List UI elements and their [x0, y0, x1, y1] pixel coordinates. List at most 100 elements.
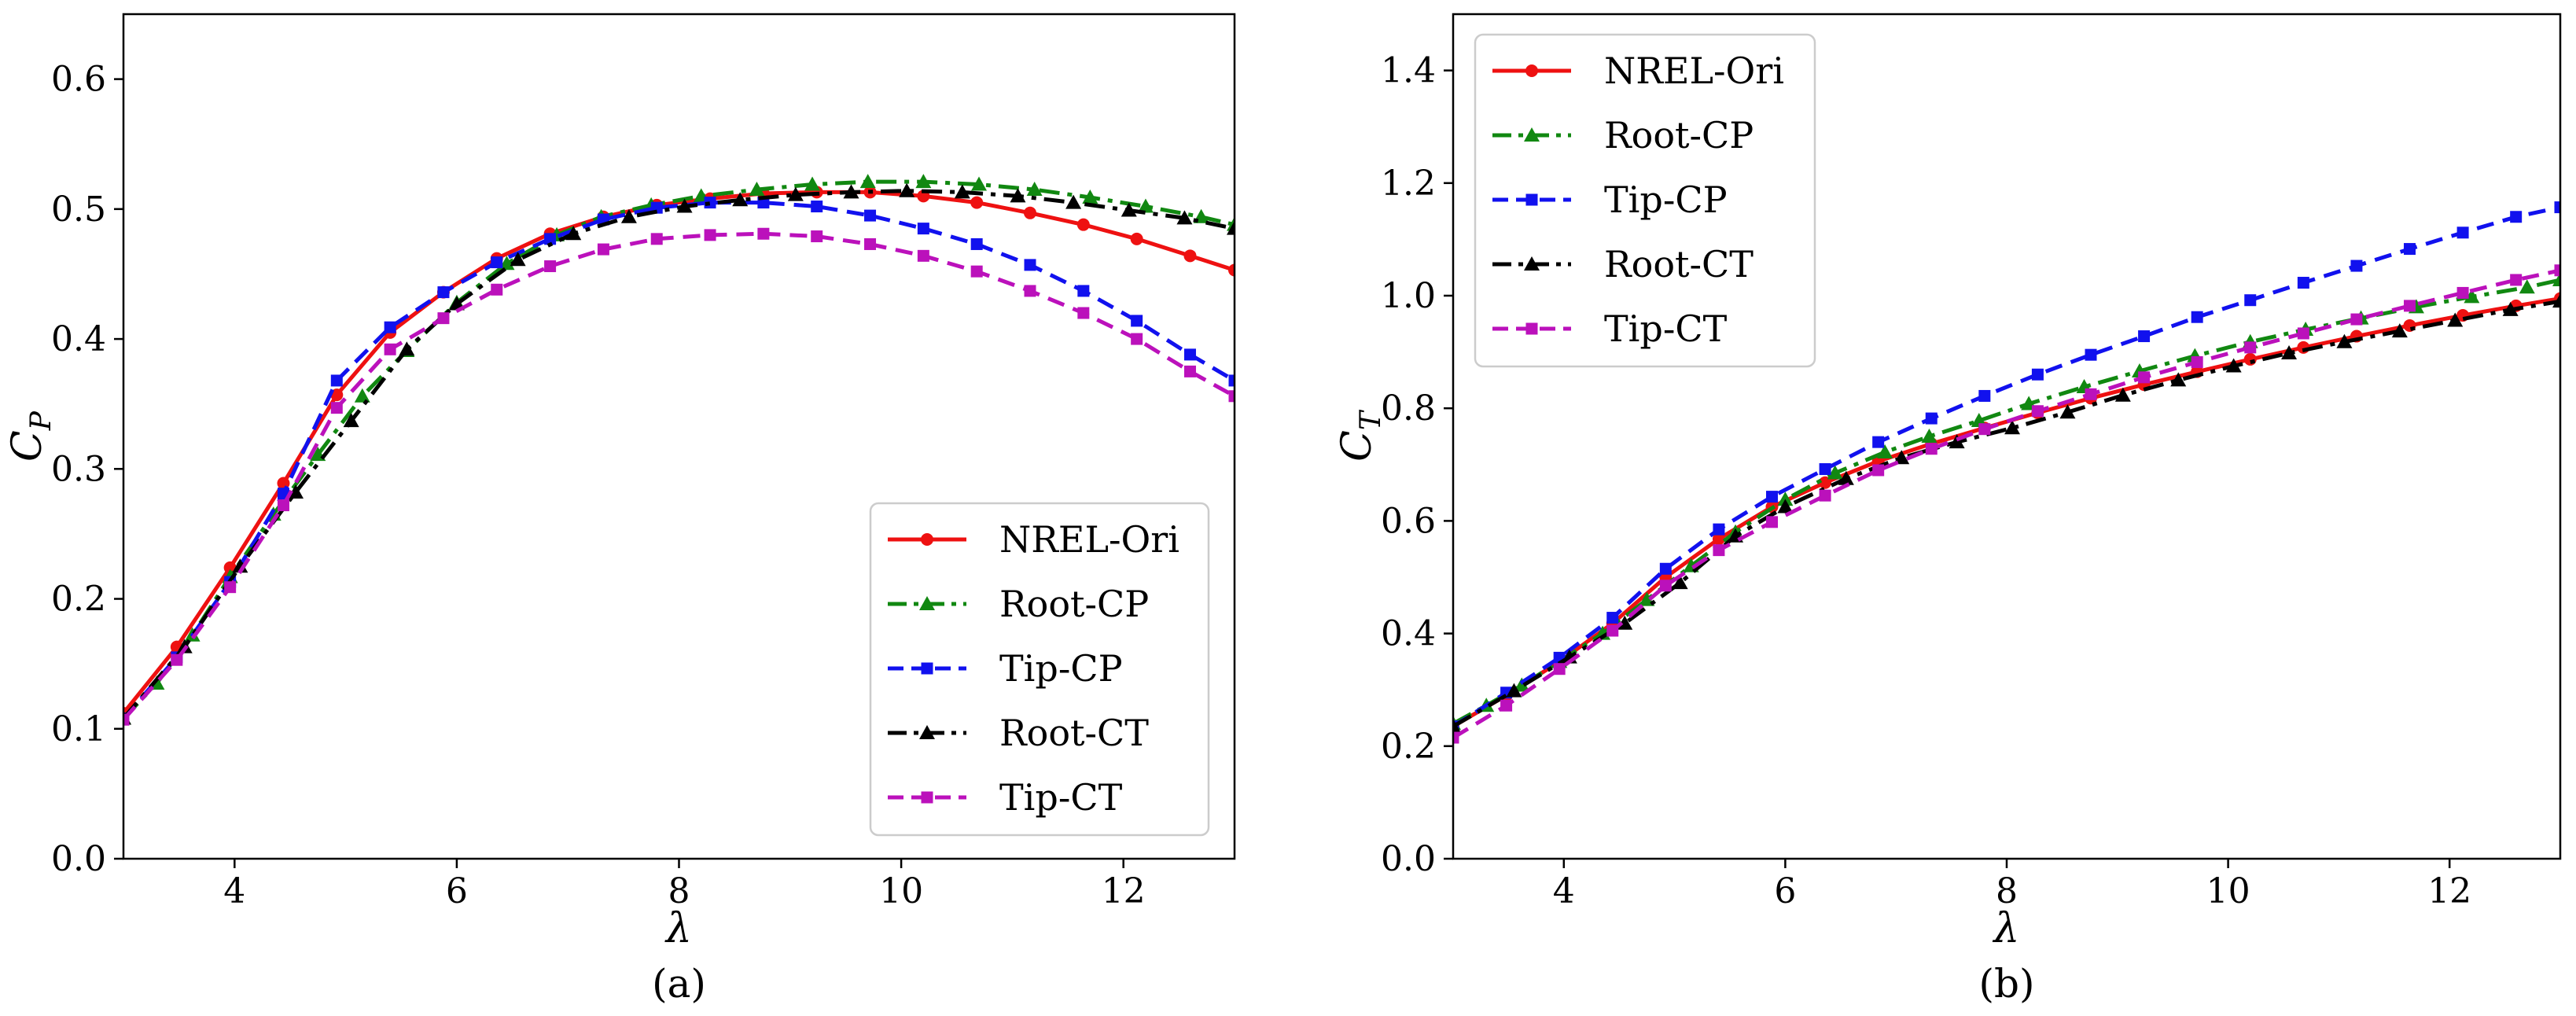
data-point-nrel-ori: [223, 561, 237, 574]
legend-marker-tip-ct: [1525, 322, 1538, 335]
data-point-tip-ct: [1024, 285, 1036, 297]
data-point-tip-ct: [1766, 516, 1779, 528]
data-point-tip-ct: [1713, 544, 1725, 557]
data-point-root-cp: [804, 176, 821, 191]
x-tick-label: 8: [1996, 871, 2018, 911]
legend-label-nrel-ori: NREL-Ori: [999, 518, 1179, 561]
legend-marker-root-cp: [919, 596, 935, 610]
data-point-nrel-ori: [1712, 532, 1725, 546]
data-point-tip-ct: [917, 249, 929, 262]
data-point-root-ct: [732, 192, 749, 207]
series-group: [123, 174, 1235, 726]
data-point-tip-ct: [384, 343, 396, 355]
data-point-root-ct: [448, 296, 465, 311]
series-line-tip-ct: [123, 231, 1235, 721]
series-line-tip-cp: [123, 201, 1235, 720]
y-tick-label: 0.3: [51, 449, 106, 489]
data-point-tip-ct: [544, 260, 557, 273]
data-point-tip-ct: [1228, 390, 1235, 403]
data-point-root-ct: [1065, 194, 1082, 209]
data-point-tip-cp: [1925, 412, 1938, 425]
data-point-root-ct: [1672, 575, 1688, 590]
data-point-root-ct: [565, 226, 582, 241]
data-point-tip-ct: [1606, 624, 1619, 637]
data-point-tip-ct: [650, 233, 663, 245]
y-tick-label: 0.0: [1381, 839, 1436, 879]
legend-label-tip-ct: Tip-CT: [1604, 307, 1728, 350]
y-axis-label-main: C: [1334, 430, 1381, 462]
data-point-tip-ct: [491, 283, 503, 296]
legend-label-root-ct: Root-CT: [1604, 243, 1754, 285]
data-point-tip-cp: [1077, 285, 1090, 297]
data-point-root-ct: [2447, 312, 2464, 327]
panel-caption: (a): [652, 961, 706, 1007]
data-point-tip-ct: [864, 237, 877, 250]
data-point-tip-cp: [1659, 562, 1672, 575]
data-point-root-cp: [971, 176, 988, 191]
legend-label-tip-cp: Tip-CP: [1604, 179, 1728, 221]
series-line-root-cp: [123, 179, 1235, 720]
data-point-tip-cp: [1024, 259, 1036, 271]
data-point-tip-ct: [811, 230, 823, 243]
legend-marker-root-ct: [919, 725, 935, 739]
data-point-tip-ct: [1872, 464, 1885, 477]
data-point-tip-cp: [2085, 348, 2097, 361]
y-tick-label: 1.0: [1381, 276, 1436, 316]
data-point-tip-cp: [1131, 315, 1143, 327]
data-point-root-ct: [899, 182, 915, 197]
data-point-nrel-ori: [1819, 476, 1832, 489]
y-tick-label: 0.4: [1381, 614, 1436, 654]
y-axis-label-subscript: T: [1355, 409, 1387, 430]
data-point-tip-ct: [224, 581, 237, 594]
x-axis-label: λ: [1993, 905, 2020, 952]
data-point-tip-cp: [2510, 211, 2523, 223]
series-line-tip-cp: [1453, 205, 2560, 728]
data-point-tip-ct: [757, 227, 770, 240]
data-point-tip-ct: [123, 713, 130, 726]
data-point-tip-ct: [2244, 341, 2257, 354]
y-tick-label: 0.0: [51, 839, 106, 879]
y-tick-label: 1.4: [1381, 51, 1436, 91]
data-point-tip-cp: [2297, 277, 2309, 289]
y-tick-label: 0.4: [51, 319, 106, 359]
data-point-root-ct: [1453, 718, 1461, 733]
data-point-tip-ct: [1183, 365, 1196, 377]
x-axis-label: λ: [664, 905, 692, 952]
data-point-root-ct: [2502, 301, 2519, 316]
y-axis-label-main: C: [4, 430, 51, 462]
y-tick-label: 0.5: [51, 190, 106, 230]
data-point-nrel-ori: [970, 196, 984, 209]
data-point-root-cp: [1082, 189, 1098, 204]
data-point-tip-ct: [171, 653, 183, 666]
data-point-root-ct: [2391, 323, 2408, 338]
data-point-root-ct: [2225, 358, 2242, 373]
data-point-tip-ct: [330, 402, 343, 414]
data-point-root-ct: [510, 252, 526, 267]
y-tick-label: 0.2: [51, 580, 106, 620]
x-tick-label: 6: [446, 871, 468, 911]
data-point-root-ct: [2281, 345, 2298, 360]
data-point-tip-ct: [2297, 327, 2309, 340]
legend-label-root-cp: Root-CP: [999, 583, 1149, 625]
y-axis-label: CT: [1334, 409, 1387, 462]
legend-box: [1474, 33, 1816, 368]
data-point-root-ct: [1893, 450, 1910, 465]
data-point-root-ct: [2552, 293, 2560, 308]
data-point-tip-ct: [1553, 663, 1566, 675]
x-tick-label: 8: [668, 871, 690, 911]
data-point-tip-cp: [384, 321, 396, 333]
data-point-tip-cp: [1713, 523, 1725, 536]
legend-marker-nrel-ori: [1525, 64, 1538, 77]
data-point-tip-cp: [1819, 463, 1831, 476]
data-point-root-cp: [859, 174, 876, 189]
data-point-tip-cp: [2456, 226, 2469, 239]
data-point-tip-cp: [2244, 294, 2257, 307]
data-point-tip-ct: [2456, 286, 2469, 299]
legend-label-nrel-ori: NREL-Ori: [1604, 50, 1784, 92]
data-point-tip-ct: [2191, 355, 2203, 368]
y-tick-label: 0.1: [51, 709, 106, 749]
panel-b-ct-chart: 4 6 8 10 12 0.0 0.2 0.4 0.6 0.8 1.0 1.2 1.4 λ CT (b) NRE…: [1334, 13, 2562, 1007]
data-point-tip-cp: [2554, 201, 2560, 214]
data-point-root-ct: [1227, 220, 1235, 235]
